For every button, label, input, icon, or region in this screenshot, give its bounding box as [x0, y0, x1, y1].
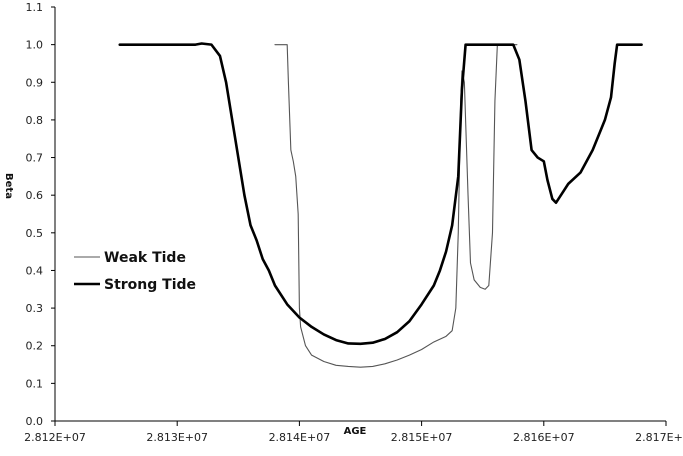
series-line-weak-tide	[274, 44, 518, 368]
x-tick-label: 2.817E+07	[635, 431, 683, 444]
x-tick-label: 2.812E+07	[24, 431, 86, 444]
y-tick-label: 0.3	[26, 302, 44, 315]
series-line-strong-tide	[118, 42, 643, 346]
x-ticks: 2.812E+07 2.813E+07 2.814E+07 2.815E+07 2.81…	[24, 421, 683, 444]
y-ticks: 0.0 0.1 0.2 0.3 0.4 0.5 0.6 0.7 0.8 0.9 1.0 1.1	[26, 1, 55, 428]
y-tick-label: 0.1	[26, 377, 44, 390]
legend: Weak Tide Strong Tide	[74, 250, 196, 293]
x-tick-label: 2.814E+07	[269, 431, 331, 444]
x-axis-title: AGE	[344, 426, 367, 437]
y-tick-label: 1.0	[26, 39, 44, 52]
x-tick-label: 2.816E+07	[513, 431, 575, 444]
y-tick-label: 0.2	[26, 340, 44, 353]
legend-label-weak-tide: Weak Tide	[104, 250, 186, 266]
y-tick-label: 0.6	[26, 189, 44, 202]
y-tick-label: 0.8	[26, 114, 44, 127]
legend-label-strong-tide: Strong Tide	[104, 277, 196, 293]
y-tick-label: 0.9	[26, 76, 44, 89]
y-tick-label: 0.0	[26, 415, 44, 428]
y-tick-label: 0.5	[26, 227, 44, 240]
y-tick-label: 0.7	[26, 152, 44, 165]
y-axis-title-group: Beta	[3, 173, 14, 199]
y-tick-label: 0.4	[26, 264, 44, 277]
y-axis-title: Beta	[3, 173, 14, 199]
x-tick-label: 2.815E+07	[391, 431, 453, 444]
series-layer	[118, 42, 643, 368]
y-tick-label: 1.1	[26, 1, 44, 14]
x-tick-label: 2.813E+07	[146, 431, 208, 444]
